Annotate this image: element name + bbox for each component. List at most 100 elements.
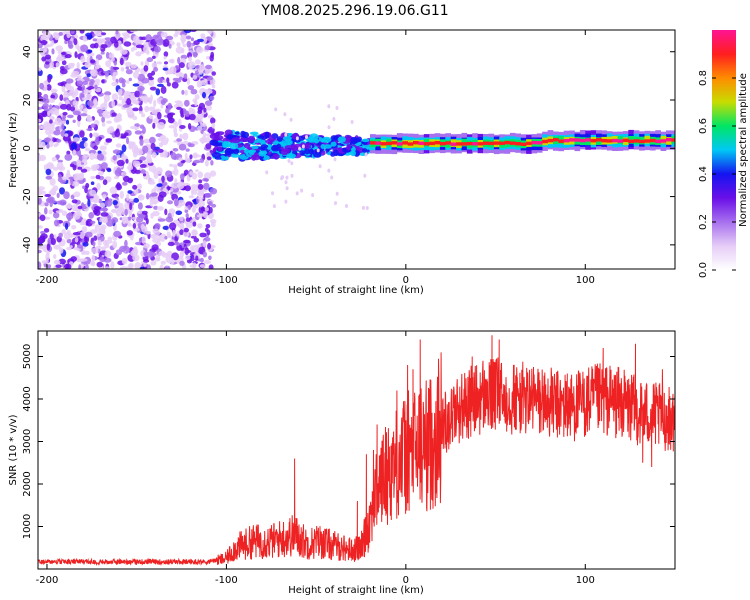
y-tick-label: 0 xyxy=(22,145,33,151)
spectrogram-marks xyxy=(38,30,675,269)
spectrogram-blob xyxy=(139,138,144,146)
spectrogram-blob xyxy=(110,261,115,269)
spectrogram-blob xyxy=(161,175,165,183)
spectrogram-blob xyxy=(112,240,118,249)
spectrogram-blob xyxy=(92,38,98,42)
spectrogram-blob xyxy=(96,109,104,114)
x-tick-label: -100 xyxy=(215,575,238,586)
spectrogram-blob xyxy=(68,130,73,137)
spectrogram-blob xyxy=(151,244,159,251)
spectrogram-blob xyxy=(88,212,95,219)
spectrogram-x-ticks: -200 -100 0 100 xyxy=(36,30,595,286)
spectrogram-blob xyxy=(160,238,165,242)
spectrogram-line-segment xyxy=(380,142,387,146)
spectrogram-blob xyxy=(212,147,217,153)
spectrogram-blob xyxy=(79,30,85,34)
spectrogram-blob xyxy=(160,139,168,146)
spectrogram-blob xyxy=(65,204,73,209)
spectrogram-blob xyxy=(54,117,62,126)
spectrogram-blob xyxy=(158,178,162,184)
spectrogram-blob xyxy=(87,49,93,53)
spectrogram-blob xyxy=(197,196,204,200)
spectrogram-blob xyxy=(80,251,87,255)
spectrogram-blob xyxy=(59,68,68,75)
spectrogram-blob xyxy=(167,112,174,120)
spectrogram-blob xyxy=(174,100,183,104)
spectrogram-blob xyxy=(201,79,208,86)
spectrogram-blob xyxy=(89,189,97,197)
spectrogram-blob xyxy=(202,240,207,248)
spectrogram-blob xyxy=(124,208,128,216)
spectrogram-blob xyxy=(127,165,134,171)
spectrogram-blob xyxy=(168,208,176,215)
spectrogram-blob xyxy=(112,200,118,206)
spectrogram-line-segment xyxy=(386,141,392,146)
spectrogram-blob xyxy=(187,123,192,130)
spectrogram-blob xyxy=(82,185,86,189)
spectrogram-blob xyxy=(98,198,102,204)
spectrogram-blob xyxy=(164,61,168,65)
spectrogram-blob xyxy=(149,115,154,119)
spectrogram-blob xyxy=(362,205,365,210)
spectrogram-blob xyxy=(202,177,209,182)
spectrogram-blob xyxy=(72,149,77,157)
spectrogram-blob xyxy=(361,138,370,143)
spectrogram-blob xyxy=(142,173,147,177)
spectrogram-blob xyxy=(81,137,88,142)
spectrogram-blob xyxy=(58,258,66,265)
spectrogram-line-segment xyxy=(445,141,451,145)
spectrogram-blob xyxy=(284,180,288,185)
spectrogram-blob xyxy=(116,103,123,107)
spectrogram-blob xyxy=(327,104,331,109)
spectrogram-blob xyxy=(177,199,186,207)
spectrogram-blob xyxy=(39,82,45,90)
y-tick-label: 1000 xyxy=(22,514,33,539)
spectrogram-blob xyxy=(38,186,45,191)
x-tick-label: -200 xyxy=(36,575,59,586)
spectrogram-blob xyxy=(38,43,43,49)
spectrogram-blob xyxy=(184,255,191,261)
spectrogram-blob xyxy=(179,133,183,140)
spectrogram-blob xyxy=(59,103,68,110)
spectrogram-blob xyxy=(61,229,66,235)
spectrogram-blob xyxy=(182,132,189,141)
spectrogram-line-segment xyxy=(407,142,414,146)
spectrogram-blob xyxy=(47,237,51,244)
spectrogram-blob xyxy=(92,209,99,214)
spectrogram-blob xyxy=(79,231,85,239)
spectrogram-blob xyxy=(90,69,98,77)
spectrogram-line-segment xyxy=(477,142,484,146)
spectrogram-blob xyxy=(159,264,164,269)
spectrogram-blob xyxy=(76,75,82,79)
spectrogram-blob xyxy=(79,104,84,110)
spectrogram-blob xyxy=(124,239,128,248)
spectrogram-blob xyxy=(108,53,115,59)
spectrogram-blob xyxy=(127,111,135,119)
spectrogram-blob xyxy=(92,33,96,37)
spectrogram-blob xyxy=(143,243,151,249)
spectrogram-blob xyxy=(184,247,189,256)
spectrogram-blob xyxy=(193,237,200,243)
spectrogram-line-segment xyxy=(612,138,618,143)
colorbar-gradient xyxy=(712,30,736,270)
spectrogram-blob xyxy=(156,206,164,211)
spectrogram-blob xyxy=(204,89,213,94)
spectrogram-blob xyxy=(154,257,161,262)
spectrogram-blob xyxy=(53,244,61,250)
spectrogram-blob xyxy=(115,143,122,148)
spectrogram-blob xyxy=(327,125,331,130)
spectrogram-blob xyxy=(69,245,73,249)
spectrogram-line-segment xyxy=(456,142,462,146)
spectrogram-blob xyxy=(188,56,193,62)
spectrogram-blob xyxy=(152,122,156,129)
spectrogram-blob xyxy=(313,151,322,158)
spectrogram-blob xyxy=(70,30,75,35)
spectrogram-blob xyxy=(142,210,148,215)
spectrogram-blob xyxy=(209,95,215,101)
spectrogram-blob xyxy=(173,164,178,169)
spectrogram-blob xyxy=(76,244,84,249)
spectrogram-blob xyxy=(44,193,51,198)
spectrogram-blob xyxy=(102,216,108,224)
spectrogram-blob xyxy=(64,133,69,137)
spectrogram-blob xyxy=(125,69,133,75)
